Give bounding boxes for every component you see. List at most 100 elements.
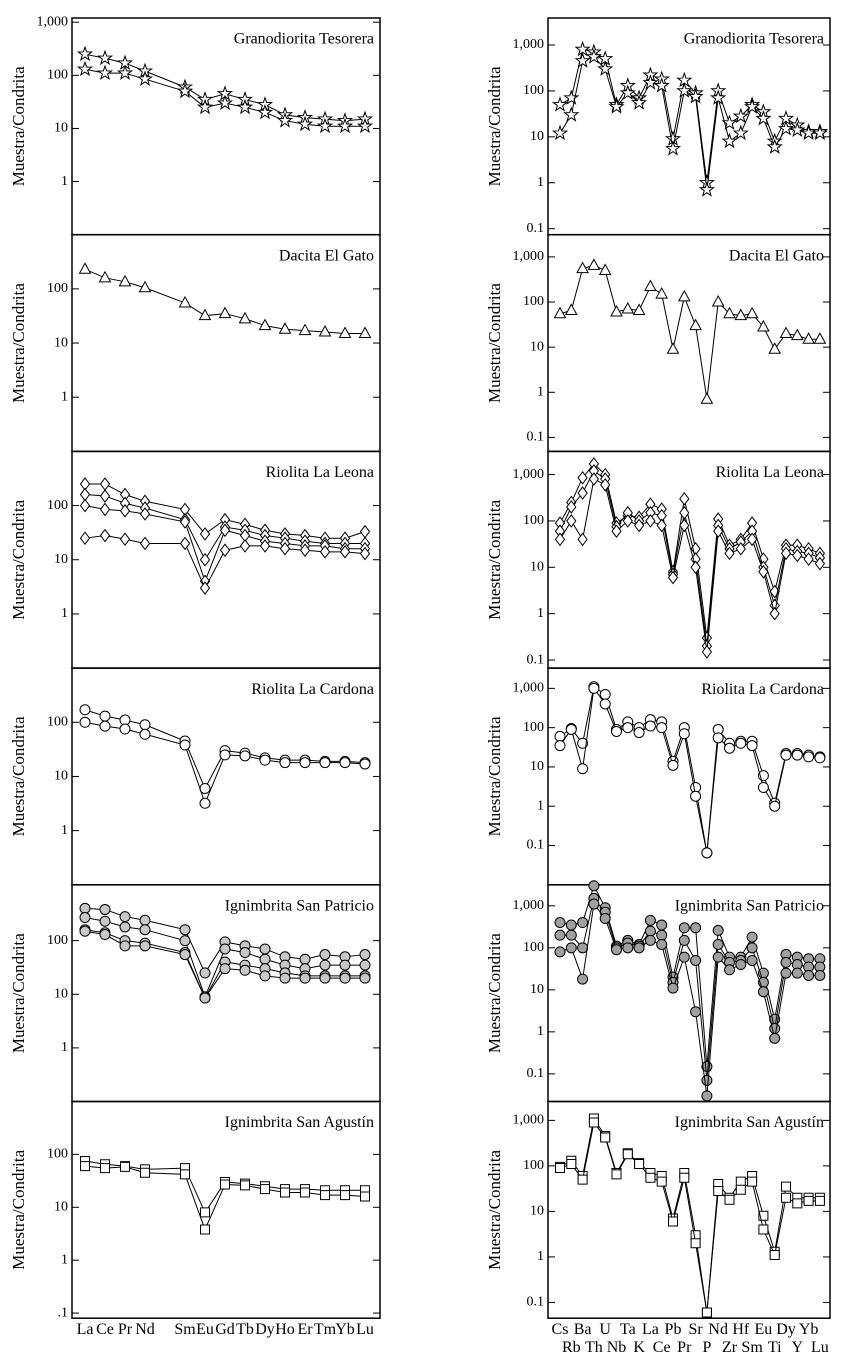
x-tick-label: Eu [755,1321,773,1338]
marker [574,52,591,68]
marker [119,940,131,952]
y-axis-label: Muestra/Condrita [485,283,504,403]
marker [632,303,646,315]
marker [645,514,656,528]
y-tick-label: 10 [54,552,68,567]
marker [678,728,690,740]
marker [319,757,331,769]
marker [566,500,577,514]
marker [656,929,668,941]
marker [701,1307,712,1318]
marker [319,949,331,961]
x-tick-label: Dy [776,1321,796,1338]
marker [119,921,131,933]
marker [633,518,645,533]
marker [746,942,758,954]
marker [656,1176,667,1187]
marker [644,720,656,732]
marker [747,1176,758,1187]
marker [136,70,154,86]
x-tick-label: Th [585,1339,603,1356]
marker [600,1132,611,1143]
marker [339,972,351,984]
marker [220,1179,230,1190]
marker [280,1187,290,1198]
marker [296,115,314,132]
series-line [559,685,820,853]
marker [780,956,792,968]
x-tick-label: Eu [196,1321,214,1338]
marker [746,532,758,547]
x-tick-label: Gd [215,1321,235,1338]
marker [735,1184,746,1195]
marker [554,740,566,752]
x-tick-label: Nb [607,1339,627,1356]
marker [76,45,94,62]
panel-title: Granodiorita Tesorera [234,31,374,48]
marker [320,1190,330,1201]
y-tick-label: 1,000 [513,467,545,482]
marker [588,1117,599,1128]
marker [676,82,693,98]
plot-frame [71,1100,381,1319]
marker [622,514,633,528]
marker [611,944,622,956]
marker [791,749,803,761]
marker [336,117,354,134]
marker [139,940,151,952]
marker [196,98,214,115]
x-tick-label: Zr [722,1339,738,1356]
marker [668,1216,678,1227]
marker [653,77,670,93]
marker [746,740,758,752]
marker [678,934,690,946]
marker [340,1190,350,1201]
y-tick-label: 1 [537,798,544,813]
y-tick-label: 10 [530,129,544,144]
marker [780,546,792,561]
marker [339,757,351,769]
marker [667,759,679,771]
series-line [559,470,821,647]
marker [700,392,714,404]
marker [781,1192,791,1203]
panel-title: Riolita La Leona [716,464,824,481]
marker [690,1238,701,1249]
y-tick-label: 1 [61,823,68,838]
marker [758,1224,769,1235]
marker [180,1169,190,1180]
series-line [559,1117,820,1313]
panel-title: Ignimbrita San Patricio [675,897,824,914]
y-tick-label: 1,000 [513,898,545,913]
y-axis-label: Muestra/Condrita [485,1149,504,1269]
marker [598,263,612,275]
marker [634,1159,645,1170]
marker [99,915,111,927]
x-tick-label: Ta [620,1321,636,1338]
x-tick-label: Ho [275,1321,295,1338]
marker [667,982,679,994]
x-tick-label: Sm [174,1321,196,1338]
y-tick-label: 100 [523,294,544,309]
x-tick-label: Ba [574,1321,592,1338]
marker [633,727,645,739]
marker [565,919,577,931]
marker [577,486,588,500]
y-tick-label: 1 [61,174,68,189]
marker [318,324,332,337]
marker [712,951,724,963]
series-line [559,463,821,638]
marker [259,754,271,766]
marker [789,121,806,138]
marker [565,929,577,941]
y-axis-label: Muestra/Condrita [9,716,28,836]
marker [259,943,271,955]
x-tick-label: La [642,1321,659,1338]
marker [99,710,111,722]
marker [780,967,792,979]
x-tick-label: Lu [811,1339,829,1356]
x-tick-label: Tb [236,1321,254,1338]
marker [666,342,680,354]
marker [814,969,826,981]
marker [79,716,91,728]
